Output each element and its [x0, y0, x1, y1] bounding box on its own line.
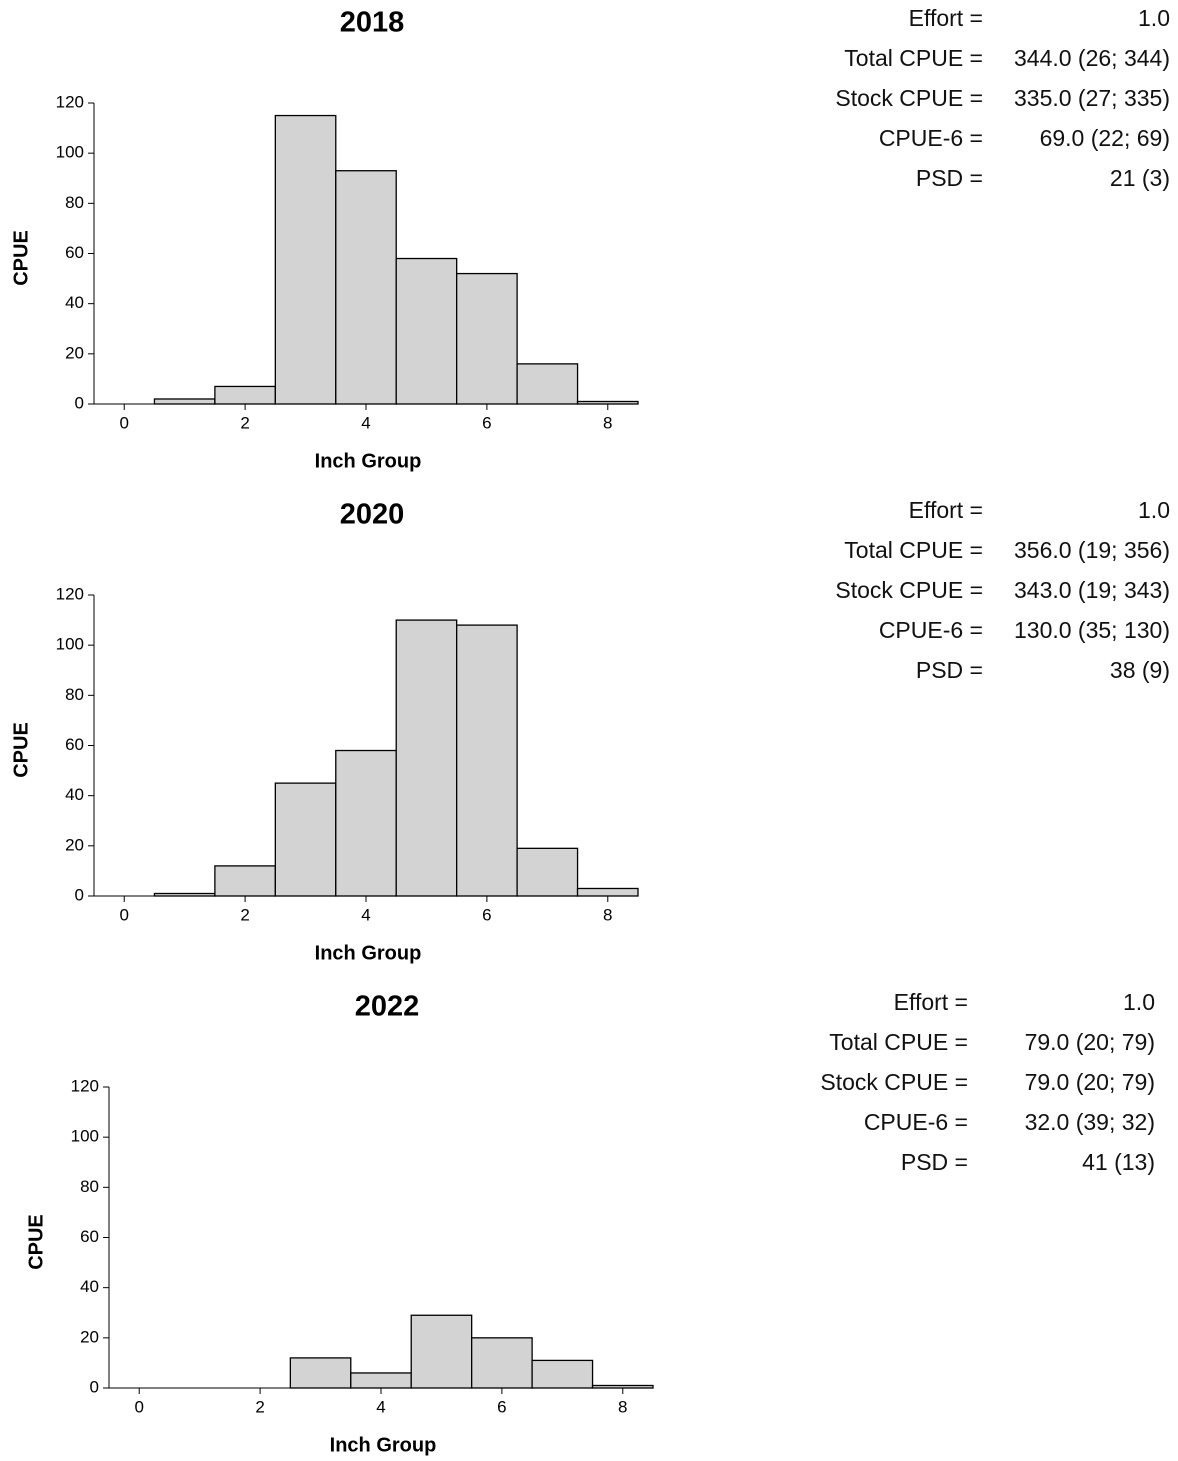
y-tick-label: 120: [56, 584, 84, 603]
bar: [456, 624, 518, 897]
bar: [591, 1384, 654, 1389]
bar: [576, 400, 639, 405]
bar: [289, 1357, 352, 1389]
x-tick-label: 0: [119, 905, 128, 924]
bar: [335, 749, 397, 897]
bar: [516, 363, 579, 405]
stat-label: CPUE-6 =: [879, 617, 983, 643]
y-tick-label: 120: [71, 1076, 99, 1095]
stat-value: 343.0 (19; 343): [1014, 577, 1170, 603]
bar: [395, 619, 458, 897]
stat-value: 1.0: [1138, 497, 1170, 523]
y-tick-label: 100: [56, 635, 84, 654]
bar: [516, 847, 579, 897]
y-tick-label: 0: [90, 1377, 99, 1396]
y-tick-label: 60: [65, 243, 84, 262]
y-tick-label: 20: [80, 1327, 99, 1346]
bar: [395, 257, 458, 405]
bar: [153, 892, 216, 897]
bar: [335, 170, 397, 405]
y-tick-label: 40: [65, 785, 84, 804]
stat-label: PSD =: [916, 657, 983, 683]
stat-value: 69.0 (22; 69): [1040, 125, 1170, 151]
x-tick-label: 8: [603, 905, 612, 924]
bar: [274, 114, 337, 405]
chart-title: 2018: [340, 7, 405, 39]
stat-label: Effort =: [909, 497, 983, 523]
bar: [214, 385, 276, 405]
y-tick-label: 80: [65, 193, 84, 212]
stat-value: 344.0 (26; 344): [1014, 45, 1170, 71]
stat-label: PSD =: [916, 165, 983, 191]
bar: [153, 398, 216, 405]
x-axis-title: Inch Group: [315, 450, 422, 472]
y-tick-label: 60: [80, 1227, 99, 1246]
stat-value: 79.0 (20; 79): [1025, 1029, 1155, 1055]
x-tick-label: 0: [134, 1397, 143, 1416]
y-tick-label: 80: [65, 685, 84, 704]
bar: [456, 272, 518, 405]
bar: [471, 1337, 533, 1389]
stat-label: Total CPUE =: [844, 537, 983, 563]
stat-value: 32.0 (39; 32): [1025, 1109, 1155, 1135]
y-tick-label: 40: [65, 293, 84, 312]
chart-title: 2020: [340, 499, 405, 531]
stat-label: CPUE-6 =: [864, 1109, 968, 1135]
stat-value: 335.0 (27; 335): [1014, 85, 1170, 111]
x-tick-label: 2: [240, 905, 249, 924]
stat-value: 130.0 (35; 130): [1014, 617, 1170, 643]
y-axis-title: CPUE: [25, 1214, 47, 1270]
stat-value: 38 (9): [1110, 657, 1170, 683]
x-tick-label: 8: [603, 413, 612, 432]
x-axis-title: Inch Group: [315, 942, 422, 964]
y-tick-label: 20: [65, 343, 84, 362]
bar: [410, 1314, 473, 1389]
x-tick-label: 6: [482, 413, 491, 432]
chart-title: 2022: [355, 991, 420, 1023]
x-tick-label: 4: [376, 1397, 385, 1416]
x-tick-label: 2: [240, 413, 249, 432]
y-tick-label: 100: [71, 1127, 99, 1146]
y-tick-label: 80: [80, 1177, 99, 1196]
stat-value: 79.0 (20; 79): [1025, 1069, 1155, 1095]
x-tick-label: 8: [618, 1397, 627, 1416]
y-tick-label: 120: [56, 92, 84, 111]
y-tick-label: 20: [65, 835, 84, 854]
y-axis-title: CPUE: [10, 722, 32, 778]
bar: [214, 865, 276, 897]
x-tick-label: 6: [482, 905, 491, 924]
stat-value: 1.0: [1138, 5, 1170, 31]
y-tick-label: 40: [80, 1277, 99, 1296]
x-axis-title: Inch Group: [330, 1434, 437, 1456]
stat-label: Total CPUE =: [829, 1029, 968, 1055]
stat-label: CPUE-6 =: [879, 125, 983, 151]
x-tick-label: 6: [497, 1397, 506, 1416]
stat-label: Total CPUE =: [844, 45, 983, 71]
x-tick-label: 4: [361, 905, 370, 924]
stat-value: 356.0 (19; 356): [1014, 537, 1170, 563]
stat-label: Effort =: [894, 989, 968, 1015]
y-tick-label: 0: [75, 393, 84, 412]
x-tick-label: 4: [361, 413, 370, 432]
x-tick-label: 2: [255, 1397, 264, 1416]
x-tick-label: 0: [119, 413, 128, 432]
stat-label: Effort =: [909, 5, 983, 31]
bar: [350, 1372, 412, 1389]
bar: [576, 887, 639, 897]
bar: [274, 782, 337, 897]
stat-label: PSD =: [901, 1149, 968, 1175]
stat-value: 21 (3): [1110, 165, 1170, 191]
stat-label: Stock CPUE =: [835, 577, 983, 603]
stat-value: 1.0: [1123, 989, 1155, 1015]
y-axis-title: CPUE: [10, 230, 32, 286]
stat-label: Stock CPUE =: [820, 1069, 968, 1095]
stat-value: 41 (13): [1082, 1149, 1155, 1175]
y-tick-label: 0: [75, 885, 84, 904]
bar: [531, 1359, 594, 1389]
stat-label: Stock CPUE =: [835, 85, 983, 111]
y-tick-label: 60: [65, 735, 84, 754]
y-tick-label: 100: [56, 143, 84, 162]
